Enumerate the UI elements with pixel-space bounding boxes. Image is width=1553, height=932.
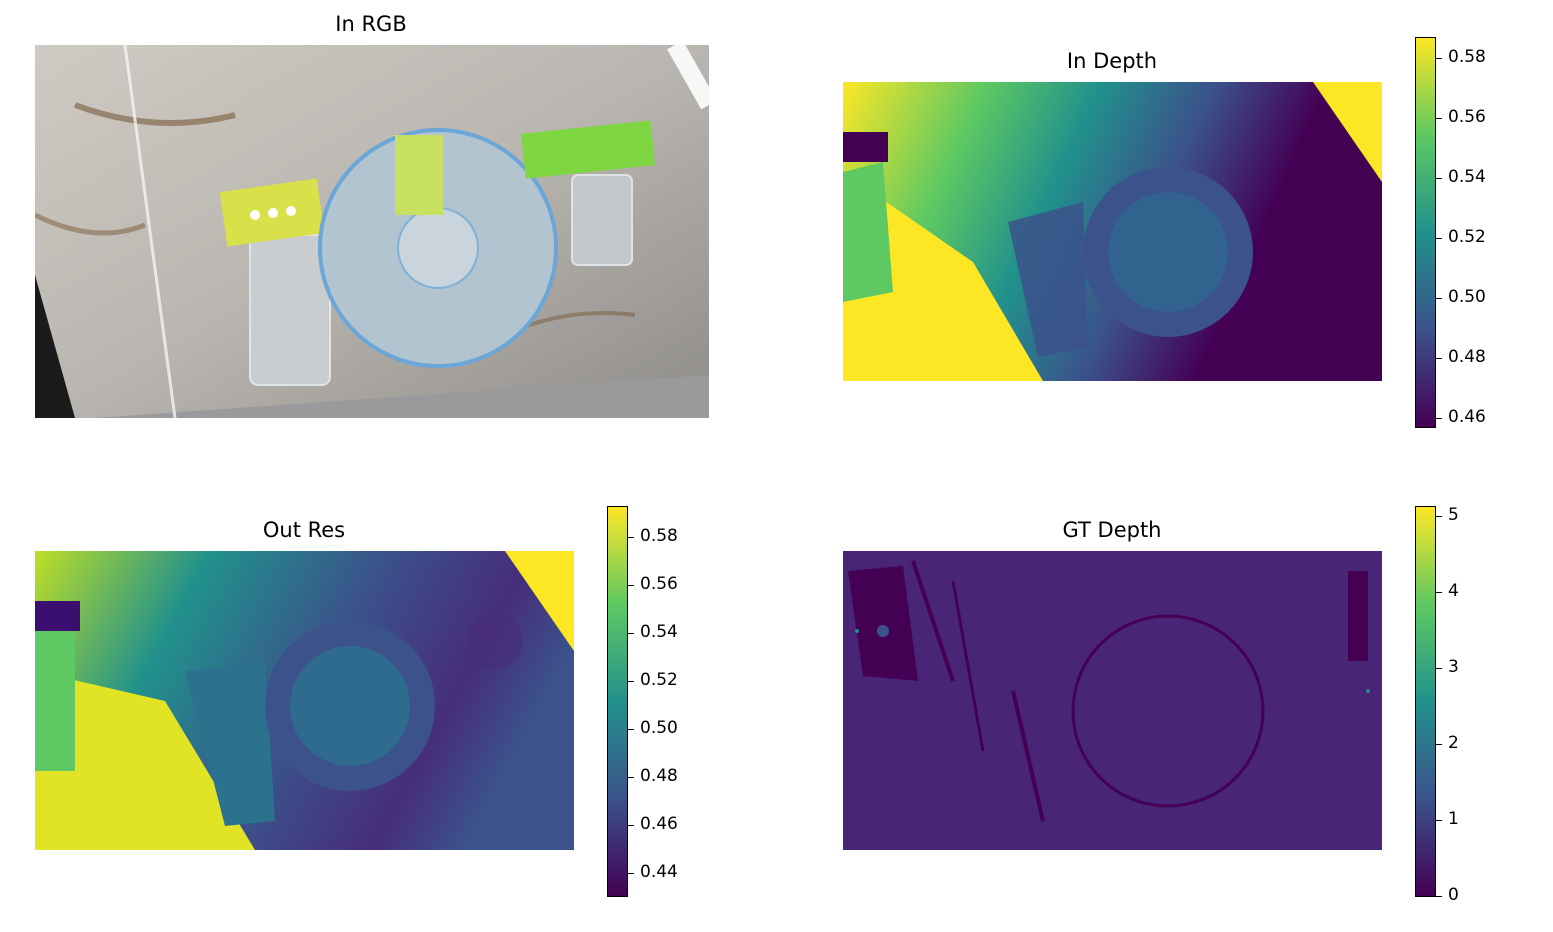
in-depth-image	[843, 82, 1382, 381]
in-depth-colorbar	[1415, 37, 1436, 428]
gt-depth-tick: 3	[1448, 657, 1459, 677]
in-depth-tick: 0.54	[1448, 167, 1486, 187]
rgb-image	[35, 45, 709, 418]
gt-depth-tick: 0	[1448, 885, 1459, 905]
in-depth-title: In Depth	[1066, 49, 1158, 73]
gt-depth-colorbar	[1415, 506, 1436, 897]
out-res-tick: 0.44	[640, 862, 678, 882]
gt-depth-tick: 5	[1448, 505, 1459, 525]
in-depth-tick: 0.58	[1448, 47, 1486, 67]
in-depth-tick: 0.48	[1448, 347, 1486, 367]
gt-depth-tick: 4	[1448, 581, 1459, 601]
gt-depth-tick: 2	[1448, 733, 1459, 753]
out-res-colorbar	[607, 506, 628, 897]
out-res-tick: 0.52	[640, 670, 678, 690]
in-depth-tick: 0.50	[1448, 287, 1486, 307]
out-res-tick: 0.58	[640, 526, 678, 546]
out-res-tick: 0.46	[640, 814, 678, 834]
rgb-title: In RGB	[335, 12, 407, 36]
out-res-tick: 0.54	[640, 622, 678, 642]
gt-depth-title: GT Depth	[1062, 518, 1162, 542]
gt-depth-image	[843, 551, 1382, 850]
in-depth-tick: 0.46	[1448, 407, 1486, 427]
out-res-image	[35, 551, 574, 850]
out-res-tick: 0.50	[640, 718, 678, 738]
in-depth-tick: 0.52	[1448, 227, 1486, 247]
out-res-title: Out Res	[262, 518, 346, 542]
gt-depth-tick: 1	[1448, 809, 1459, 829]
in-depth-tick: 0.56	[1448, 107, 1486, 127]
out-res-tick: 0.48	[640, 766, 678, 786]
out-res-tick: 0.56	[640, 574, 678, 594]
